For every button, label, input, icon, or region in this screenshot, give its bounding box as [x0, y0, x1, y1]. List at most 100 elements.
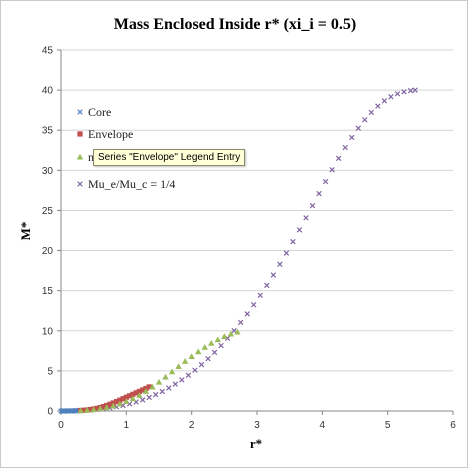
x-tick-label: 1 — [124, 420, 130, 431]
data-point — [394, 91, 401, 97]
data-point — [90, 406, 97, 413]
data-point — [129, 395, 137, 402]
data-point — [97, 405, 104, 412]
data-point — [237, 319, 244, 326]
data-point — [290, 238, 296, 245]
x-tick-label: 2 — [189, 420, 195, 431]
data-point — [136, 392, 143, 398]
data-point — [407, 87, 414, 94]
data-point — [123, 394, 129, 400]
data-point — [303, 215, 309, 221]
legend-entry[interactable]: Core — [88, 105, 111, 119]
data-point — [283, 250, 290, 256]
legend-entry[interactable]: Mu_e/Mu_c = 1/4 — [88, 177, 175, 191]
data-point — [87, 406, 93, 413]
data-point — [146, 394, 152, 401]
y-tick-label: 35 — [42, 126, 54, 137]
data-point — [140, 387, 146, 393]
data-point — [123, 398, 130, 404]
data-point — [381, 98, 388, 104]
y-tick-label: 25 — [42, 206, 54, 217]
legend-marker — [77, 131, 83, 137]
axes — [57, 49, 454, 415]
legend[interactable]: Core Envelope n Mu_e/Mu_c = 1/4 — [76, 105, 176, 191]
y-tick-label: 10 — [42, 326, 54, 337]
legend-marker — [77, 109, 83, 115]
data-point — [221, 333, 228, 339]
data-point — [195, 348, 202, 355]
data-point — [342, 144, 348, 151]
data-point — [162, 373, 169, 380]
data-point — [100, 403, 107, 410]
data-point — [251, 302, 257, 308]
y-tick-label: 0 — [47, 407, 53, 418]
legend-marker — [76, 153, 84, 160]
data-point — [153, 391, 159, 398]
x-tick-label: 5 — [385, 420, 391, 431]
grid-lines — [61, 49, 453, 412]
data-point — [329, 167, 335, 173]
y-axis-title: M* — [18, 222, 33, 241]
data-point — [208, 340, 215, 346]
data-point — [168, 368, 176, 375]
data-point — [149, 383, 156, 390]
data-point — [130, 391, 136, 397]
data-point — [77, 407, 84, 414]
data-point — [166, 385, 172, 391]
data-point — [120, 396, 126, 402]
data-point — [198, 361, 205, 368]
data-point — [110, 402, 117, 409]
data-point — [139, 397, 146, 403]
y-tick-label: 5 — [47, 366, 53, 377]
data-point — [159, 388, 165, 395]
legend-marker — [77, 181, 83, 187]
legend-entry[interactable]: Envelope — [88, 127, 133, 141]
data-point — [179, 377, 185, 383]
data-point — [368, 109, 375, 116]
data-point — [175, 363, 182, 370]
data-point — [316, 190, 322, 197]
legend-entry[interactable]: n — [88, 150, 94, 164]
x-tick-label: 0 — [58, 420, 64, 431]
data-point — [113, 399, 120, 405]
data-point — [257, 292, 263, 299]
data-point — [133, 390, 139, 396]
data-point — [201, 344, 208, 350]
x-tick-label: 6 — [450, 420, 456, 431]
y-tick-label: 40 — [42, 86, 54, 97]
data-point — [277, 261, 283, 267]
chart-title: Mass Enclosed Inside r* (xi_i = 0.5) — [114, 16, 356, 33]
y-tick-label: 30 — [42, 166, 54, 177]
data-point — [181, 358, 189, 364]
data-point — [227, 330, 235, 337]
data-point — [362, 117, 368, 123]
data-point — [234, 328, 241, 335]
data-point — [83, 406, 91, 413]
data-point — [146, 384, 152, 390]
data-point — [296, 227, 303, 233]
data-point — [117, 397, 123, 403]
data-point — [185, 372, 192, 378]
data-point — [218, 342, 224, 349]
data-point — [116, 400, 123, 407]
data-point — [103, 404, 110, 410]
data-point — [211, 349, 218, 356]
data-point — [412, 87, 418, 93]
data-point — [136, 388, 142, 395]
data-point — [142, 388, 150, 394]
data-point — [375, 103, 381, 109]
data-point — [127, 393, 133, 399]
data-point — [244, 311, 250, 317]
data-point — [188, 353, 195, 360]
data-point — [205, 355, 211, 362]
data-point — [335, 155, 342, 162]
legend-tooltip: Series "Envelope" Legend Entry — [93, 149, 246, 166]
data-point — [192, 367, 198, 373]
data-point — [270, 272, 277, 278]
y-tick-label: 15 — [42, 286, 54, 297]
data-point — [388, 94, 394, 100]
x-axis-title: r* — [250, 436, 262, 451]
data-point — [172, 381, 179, 387]
y-tick-label: 45 — [42, 46, 54, 57]
